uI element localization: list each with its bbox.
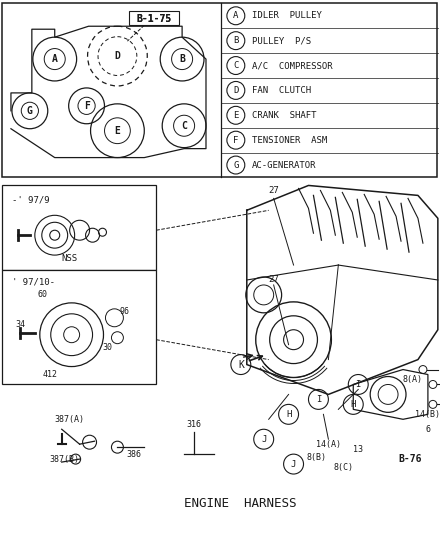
- Bar: [2, 3, 437, 177]
- Bar: [2, 270, 156, 384]
- Text: A: A: [233, 11, 239, 20]
- Text: 13: 13: [353, 445, 363, 454]
- Text: 34: 34: [15, 320, 25, 329]
- Bar: [2, 186, 156, 270]
- Text: C: C: [233, 61, 239, 70]
- Text: 60: 60: [38, 290, 48, 299]
- Text: ENGINE  HARNESS: ENGINE HARNESS: [184, 497, 297, 510]
- Text: B-1-75: B-1-75: [137, 14, 172, 24]
- Text: G: G: [27, 106, 33, 116]
- Text: AC-GENERATOR: AC-GENERATOR: [252, 161, 316, 170]
- Text: PULLEY  P/S: PULLEY P/S: [252, 36, 311, 45]
- Text: D: D: [233, 86, 239, 95]
- Text: 387(A): 387(A): [55, 415, 85, 424]
- Text: H: H: [351, 400, 356, 409]
- Text: A: A: [52, 54, 57, 64]
- Text: G: G: [233, 161, 239, 170]
- Text: 8(B): 8(B): [306, 453, 327, 461]
- Text: F: F: [233, 136, 239, 145]
- Text: J: J: [291, 460, 296, 469]
- Text: TENSIONER  ASM: TENSIONER ASM: [252, 136, 327, 145]
- Text: 386: 386: [127, 450, 142, 459]
- Text: 8(A): 8(A): [403, 375, 423, 384]
- Text: A/C  COMPRESSOR: A/C COMPRESSOR: [252, 61, 332, 70]
- Text: 30: 30: [103, 343, 112, 352]
- Text: -' 97/9: -' 97/9: [12, 196, 50, 204]
- Text: 27: 27: [269, 275, 279, 285]
- Text: C: C: [181, 121, 187, 131]
- Text: D: D: [114, 51, 120, 61]
- Bar: [130, 11, 179, 25]
- Text: E: E: [114, 126, 120, 136]
- Text: B-1-75: B-1-75: [137, 14, 172, 24]
- Text: ' 97/10-: ' 97/10-: [12, 278, 55, 287]
- Text: I: I: [355, 380, 361, 389]
- Text: 412: 412: [42, 370, 57, 379]
- Text: 6: 6: [425, 425, 431, 434]
- Text: H: H: [286, 410, 291, 419]
- Text: I: I: [316, 395, 321, 404]
- Text: B: B: [179, 54, 185, 64]
- Text: 14(A): 14(A): [316, 440, 341, 449]
- Text: 316: 316: [187, 420, 202, 429]
- Text: IDLER  PULLEY: IDLER PULLEY: [252, 11, 322, 20]
- Text: NSS: NSS: [61, 254, 78, 263]
- Text: K: K: [238, 360, 244, 370]
- Text: B-76: B-76: [398, 454, 422, 464]
- Text: 96: 96: [119, 307, 130, 316]
- Text: 27: 27: [269, 186, 279, 195]
- Text: E: E: [233, 111, 239, 120]
- Text: CRANK  SHAFT: CRANK SHAFT: [252, 111, 316, 120]
- Text: 8(C): 8(C): [333, 463, 353, 471]
- Text: FAN  CLUTCH: FAN CLUTCH: [252, 86, 311, 95]
- Text: J: J: [261, 435, 267, 444]
- Text: 14(B): 14(B): [415, 410, 440, 419]
- Text: 387(B): 387(B): [50, 455, 80, 464]
- Text: B: B: [233, 36, 239, 45]
- Text: F: F: [84, 101, 90, 111]
